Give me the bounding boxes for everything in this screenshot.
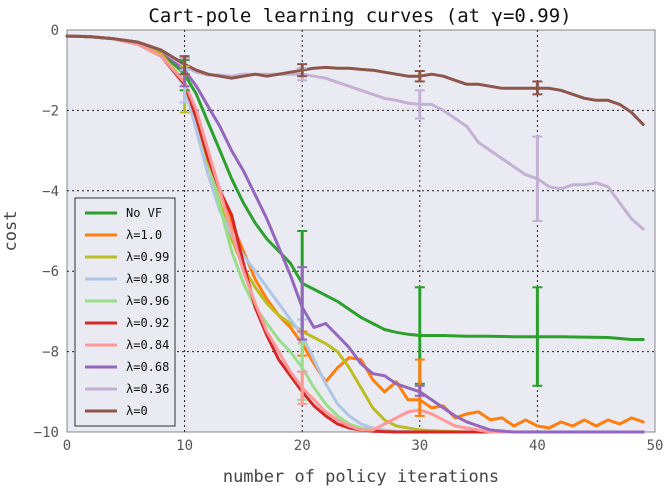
series-line-7 [65,34,645,434]
legend-label: λ=0.92 [126,316,169,330]
legend-item-8: λ=0.36 [85,382,169,396]
legend: No VF λ=1.0 λ=0.99 λ=0.98 λ=0.96 λ=0.92 λ=0.84… [74,197,176,427]
series-line-6 [65,34,645,434]
x-tick-label: 0 [63,438,71,454]
legend-item-1: λ=1.0 [85,228,162,242]
y-tick-label: −6 [42,264,59,280]
legend-label: λ=1.0 [126,228,162,242]
x-tick-label: 50 [647,438,664,454]
legend-item-2: λ=0.99 [85,250,169,264]
error-bar [414,89,425,120]
legend-label: λ=0.36 [126,382,169,396]
error-bar [532,286,543,387]
legend-label: λ=0.96 [126,294,169,308]
legend-items: No VF λ=1.0 λ=0.99 λ=0.98 λ=0.96 λ=0.92 λ=0.84… [85,206,169,418]
y-axis-label: cost [1,211,21,252]
legend-item-6: λ=0.84 [85,338,169,352]
series-line-9 [65,34,645,126]
x-axis-ticks: 0 10 20 30 40 50 [63,438,664,454]
y-tick-label: −2 [42,103,59,119]
legend-label: λ=0.99 [126,250,169,264]
y-tick-label: 0 [51,23,59,39]
error-bar [414,384,425,397]
legend-item-5: λ=0.92 [85,316,169,330]
errorbar-layer [179,55,543,417]
legend-item-9: λ=0 [85,404,148,418]
legend-item-0: No VF [85,206,162,220]
error-bar [532,80,543,96]
x-axis-label: number of policy iterations [223,467,499,487]
y-axis-ticks: 0 −2 −4 −6 −8 −10 [34,23,59,441]
y-tick-label: −4 [42,184,59,200]
error-bar [297,63,308,78]
legend-label: λ=0.84 [126,338,169,352]
legend-label: λ=0.68 [126,360,169,374]
y-tick-label: −8 [42,345,59,361]
series-layer [65,34,645,434]
error-bar [532,135,543,222]
series-line-0 [65,34,645,341]
error-bar [297,266,308,341]
error-bar [297,370,308,405]
x-tick-label: 20 [294,438,311,454]
x-tick-label: 30 [411,438,428,454]
error-bar [414,70,425,83]
legend-label: λ=0 [126,404,148,418]
legend-item-7: λ=0.68 [85,360,169,374]
chart-title: Cart-pole learning curves (at γ=0.99) [148,5,571,27]
legend-label: λ=0.98 [126,272,169,286]
y-tick-label: −10 [34,425,59,441]
error-bar [179,55,190,76]
legend-label: No VF [126,206,162,220]
x-tick-label: 10 [176,438,193,454]
x-tick-label: 40 [529,438,546,454]
legend-item-4: λ=0.96 [85,294,169,308]
legend-item-3: λ=0.98 [85,272,169,286]
